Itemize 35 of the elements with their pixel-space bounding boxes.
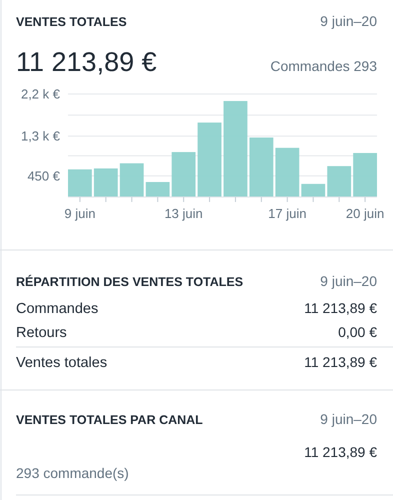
text: 9 juin–20 [320, 411, 378, 427]
y-tick-label: 450 € [27, 168, 61, 184]
bar [327, 166, 352, 197]
bar [120, 163, 144, 197]
text: Retours [16, 325, 67, 341]
x-tick-label: 9 juin [64, 206, 96, 221]
bar [249, 138, 274, 197]
text: 11 213,89 € [304, 354, 378, 370]
text: Commandes 293 [270, 58, 378, 74]
chart-subtitle: 9 juin–20 [320, 13, 378, 29]
bar [353, 152, 377, 197]
y-tick-label: 1,3 k € [20, 128, 61, 144]
bar [224, 101, 248, 197]
chart-title: VENTES TOTALES [16, 15, 127, 29]
x-tick-label: 17 juin [268, 206, 306, 221]
bar [275, 148, 300, 197]
text: Ventes totales [16, 355, 108, 371]
x-tick-label: 13 juin [164, 206, 203, 221]
text: 0,00 € [338, 324, 378, 340]
bar [301, 184, 326, 197]
text: 11 213,89 € [304, 300, 378, 316]
bar [94, 168, 118, 197]
text: RÉPARTITION DES VENTES TOTALES [16, 274, 244, 289]
y-tick-label: 2,2 k € [20, 86, 61, 102]
bar [198, 122, 222, 197]
bar [172, 152, 196, 197]
text: VENTES TOTALES PAR CANAL [16, 413, 204, 427]
text: 11 213,89 € [16, 47, 157, 77]
text: 11 213,89 € [304, 444, 378, 460]
bar [68, 169, 92, 197]
text: Commandes [16, 301, 98, 317]
text: 293 commande(s) [16, 465, 129, 481]
x-tick-label: 20 juin [346, 206, 384, 221]
bar [146, 182, 170, 197]
text: 9 juin–20 [320, 273, 378, 289]
